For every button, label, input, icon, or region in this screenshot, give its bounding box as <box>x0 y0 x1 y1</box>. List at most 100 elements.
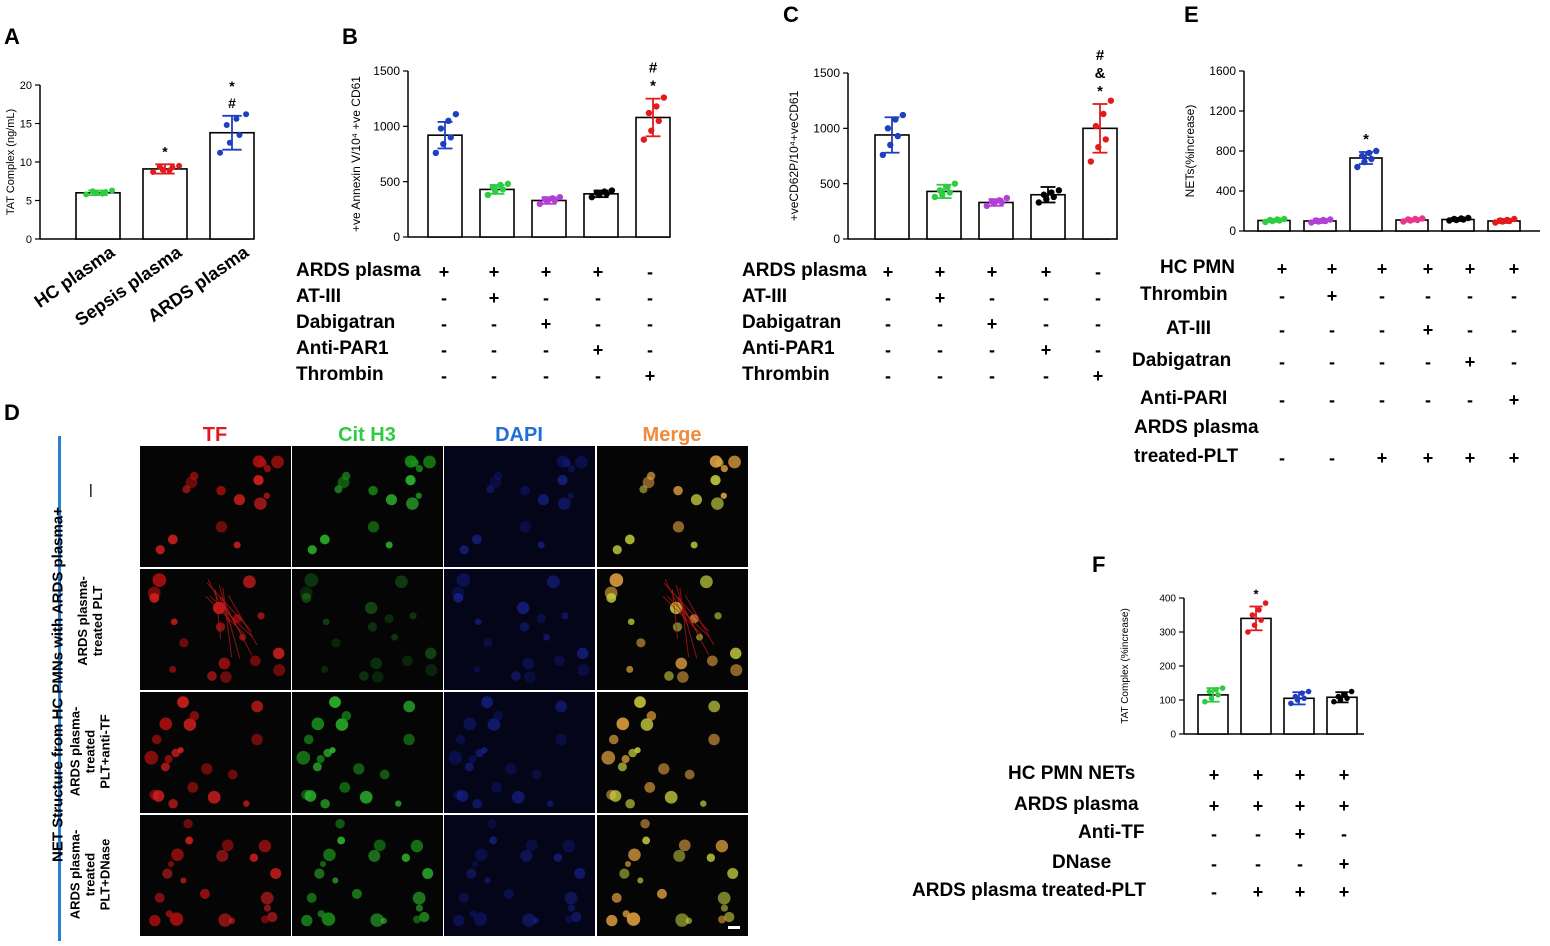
micrograph-cell <box>597 692 748 813</box>
micrograph-cell <box>292 815 443 936</box>
condition-row-label: ARDS plasma <box>296 260 421 281</box>
cell-nucleus <box>626 912 641 926</box>
data-point <box>1035 199 1043 206</box>
condition-cell: - <box>885 288 891 308</box>
data-point <box>608 187 616 194</box>
panel-d-side-bar <box>58 436 61 941</box>
cell-nucleus <box>675 657 688 670</box>
panel-letter-f: F <box>1092 552 1106 577</box>
data-point <box>1492 219 1499 226</box>
cell-nucleus <box>574 867 586 879</box>
cell-nucleus <box>720 465 728 473</box>
cell-nucleus <box>708 733 720 746</box>
y-tick-label: 1000 <box>373 120 400 134</box>
cell-nucleus <box>359 671 369 681</box>
data-point <box>1331 698 1337 705</box>
cell-nucleus <box>468 755 477 764</box>
cell-nucleus <box>303 734 314 745</box>
cell-nucleus <box>341 471 351 481</box>
cell-nucleus <box>319 860 327 868</box>
cell-nucleus <box>567 904 576 912</box>
data-point <box>1215 692 1221 698</box>
condition-cell: - <box>885 314 891 334</box>
condition-cell: - <box>1341 824 1347 844</box>
condition-cell: - <box>647 288 653 308</box>
data-point <box>437 125 445 132</box>
condition-cell: - <box>1211 854 1217 874</box>
condition-cell: - <box>1095 340 1101 360</box>
data-point <box>1258 617 1264 623</box>
condition-cell: + <box>986 314 998 334</box>
cell-nucleus <box>556 455 570 468</box>
cell-nucleus <box>167 534 178 545</box>
condition-cell: - <box>1425 286 1431 306</box>
condition-cell: + <box>882 262 894 282</box>
y-tick-label: 400 <box>1159 594 1176 605</box>
data-point <box>150 169 157 176</box>
cell-nucleus <box>634 696 646 709</box>
cell-nucleus <box>182 485 191 494</box>
micrograph-cell <box>292 446 443 567</box>
cell-nucleus <box>677 671 689 683</box>
condition-cell: - <box>1467 320 1473 340</box>
micrograph-cell <box>597 569 748 690</box>
cell-nucleus <box>228 917 236 924</box>
cell-nucleus <box>536 614 546 624</box>
micrograph-image <box>459 455 588 555</box>
micrograph-image <box>296 696 416 809</box>
y-tick-label: 300 <box>1159 628 1176 639</box>
cell-nucleus <box>160 762 170 772</box>
micrograph-cell <box>597 446 748 567</box>
cell-nucleus <box>405 474 416 486</box>
condition-cell: + <box>1326 286 1338 306</box>
cell-nucleus <box>486 485 495 494</box>
cell-nucleus <box>511 671 521 681</box>
condition-cell: - <box>1279 390 1285 410</box>
cell-nucleus <box>673 485 683 496</box>
net-fiber <box>206 582 253 632</box>
data-point <box>1299 690 1305 696</box>
cell-nucleus <box>249 853 259 862</box>
cell-nucleus <box>624 534 635 545</box>
net-fiber <box>207 579 232 627</box>
data-point <box>243 111 250 118</box>
cell-nucleus <box>609 573 624 587</box>
cell-nucleus <box>711 497 724 510</box>
data-point <box>1511 215 1518 223</box>
cell-nucleus <box>628 848 641 862</box>
micrograph-image <box>149 819 282 927</box>
condition-cell: - <box>1095 288 1101 308</box>
cell-nucleus <box>658 763 670 775</box>
cell-nucleus <box>624 860 632 868</box>
data-point <box>879 151 887 159</box>
cell-nucleus <box>537 541 545 549</box>
data-point <box>217 149 224 156</box>
cell-nucleus <box>519 622 530 632</box>
condition-cell: + <box>1092 366 1104 386</box>
condition-cell: - <box>1425 390 1431 410</box>
cell-nucleus <box>320 798 330 809</box>
cell-nucleus <box>423 455 436 469</box>
micrograph-cell <box>597 815 748 936</box>
cell-nucleus <box>639 485 648 494</box>
condition-cell: - <box>885 340 891 360</box>
y-tick-label: 5 <box>26 195 32 207</box>
condition-row-label: ARDS plasma- treated PLT <box>75 575 105 666</box>
condition-row-label: Anti-PARI <box>1140 388 1228 409</box>
micrograph-cell <box>444 569 595 690</box>
cell-nucleus <box>621 755 630 764</box>
y-tick-label: 1000 <box>813 122 840 136</box>
cell-nucleus <box>171 848 184 862</box>
cell-nucleus <box>218 913 232 927</box>
condition-cell: + <box>1338 854 1350 874</box>
cell-nucleus <box>152 573 167 587</box>
cell-nucleus <box>673 849 686 862</box>
cell-nucleus <box>419 911 430 923</box>
cell-nucleus <box>152 790 165 802</box>
cell-nucleus <box>322 618 330 626</box>
micrograph-image <box>612 455 741 555</box>
condition-cell: - <box>1211 882 1217 902</box>
y-tick-label: 0 <box>833 232 840 246</box>
condition-cell: - <box>1329 448 1335 468</box>
condition-row-label: Thrombin <box>296 364 384 385</box>
